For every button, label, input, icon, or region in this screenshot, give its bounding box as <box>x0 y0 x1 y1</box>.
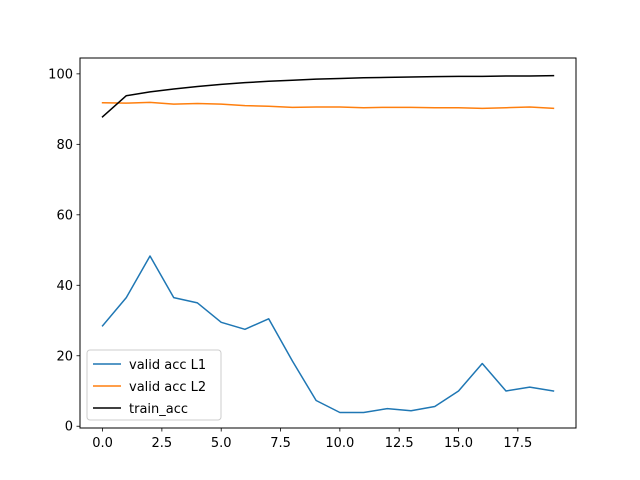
series-layer <box>101 74 555 414</box>
x-tick-label: 2.5 <box>152 436 173 451</box>
legend: valid acc L1 valid acc L2 train_acc <box>86 349 222 421</box>
y-tick-label: 20 <box>56 349 73 364</box>
legend-label-1: valid acc L2 <box>129 380 206 395</box>
y-tick-label: 40 <box>56 279 73 294</box>
x-tick-label: 5.0 <box>211 436 232 451</box>
x-tick-label: 0.0 <box>92 436 113 451</box>
series-line-1 <box>101 101 555 110</box>
x-axis: 0.0 2.5 5.0 7.5 10.0 12.5 15.0 17.5 <box>92 428 532 451</box>
y-tick-label: 100 <box>48 67 73 82</box>
x-tick-label: 12.5 <box>385 436 414 451</box>
series-line-2 <box>101 74 555 118</box>
x-tick-label: 7.5 <box>270 436 291 451</box>
x-tick-label: 15.0 <box>444 436 473 451</box>
y-tick-label: 0 <box>65 420 73 435</box>
y-tick-label: 60 <box>56 208 73 223</box>
axes-frame <box>79 57 577 429</box>
series-line-0 <box>101 255 555 414</box>
y-tick-label: 80 <box>56 138 73 153</box>
x-tick-label: 10.0 <box>325 436 354 451</box>
legend-box <box>86 349 222 421</box>
x-tick-label: 17.5 <box>503 436 532 451</box>
y-axis: 0 20 40 60 80 100 <box>48 67 80 435</box>
legend-label-2: train_acc <box>129 402 188 417</box>
legend-label-0: valid acc L1 <box>129 358 206 373</box>
